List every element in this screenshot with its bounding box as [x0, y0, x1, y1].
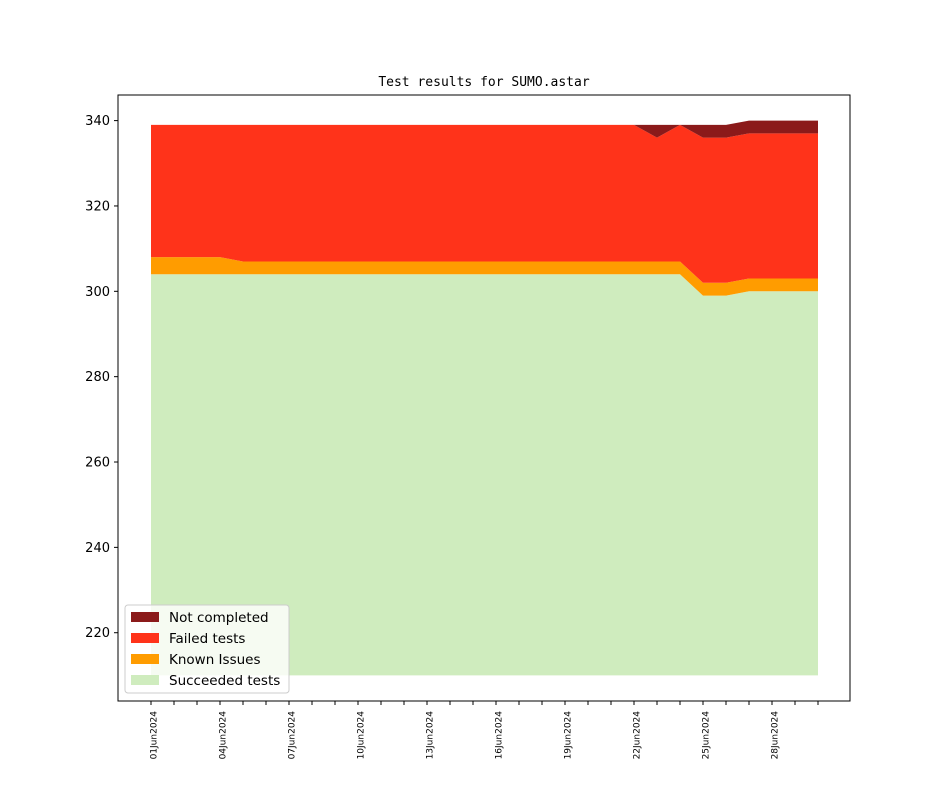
x-tick-label: 04Jun2024 — [219, 711, 229, 760]
plot-areas — [151, 120, 818, 676]
legend-swatch — [131, 633, 159, 643]
legend-label: Succeeded tests — [169, 673, 280, 689]
x-tick-label: 13Jun2024 — [426, 711, 436, 760]
legend-swatch — [131, 654, 159, 664]
chart-title: Test results for SUMO.astar — [378, 75, 589, 90]
x-tick-label: 16Jun2024 — [495, 711, 505, 760]
legend-label: Not completed — [169, 610, 269, 626]
area-not-completed — [151, 120, 818, 138]
y-tick-label: 320 — [85, 199, 110, 214]
legend: Not completed Failed tests Known Issues Suc… — [124, 604, 290, 694]
y-tick-label: 300 — [85, 285, 110, 300]
x-tick-label: 22Jun2024 — [633, 711, 643, 760]
y-tick-label: 260 — [85, 456, 110, 471]
area-succeeded-tests — [151, 274, 818, 676]
x-tick-label: 10Jun2024 — [357, 711, 367, 760]
x-tick-label: 19Jun2024 — [564, 711, 574, 760]
x-tick-label: 01Jun2024 — [150, 711, 160, 760]
area-failed-tests — [151, 124, 818, 283]
x-tick-label: 25Jun2024 — [702, 711, 712, 760]
legend-swatch — [131, 675, 159, 685]
y-axis: 220 240 260 280 300 320 340 — [85, 114, 118, 641]
legend-label: Failed tests — [169, 631, 245, 647]
y-tick-label: 280 — [85, 370, 110, 385]
legend-box — [124, 604, 290, 694]
y-tick-label: 340 — [85, 114, 110, 129]
area-known-issues — [151, 257, 818, 296]
legend-label: Known Issues — [169, 652, 261, 668]
x-axis: 01Jun2024 04Jun2024 07Jun2024 10Jun2024 13Ju… — [150, 701, 819, 759]
x-tick-label: 07Jun2024 — [288, 711, 298, 760]
x-tick-label: 28Jun2024 — [771, 711, 781, 760]
legend-swatch — [131, 612, 159, 622]
plot-frame — [117, 94, 851, 702]
y-tick-label: 220 — [85, 626, 110, 641]
y-tick-label: 240 — [85, 541, 110, 556]
